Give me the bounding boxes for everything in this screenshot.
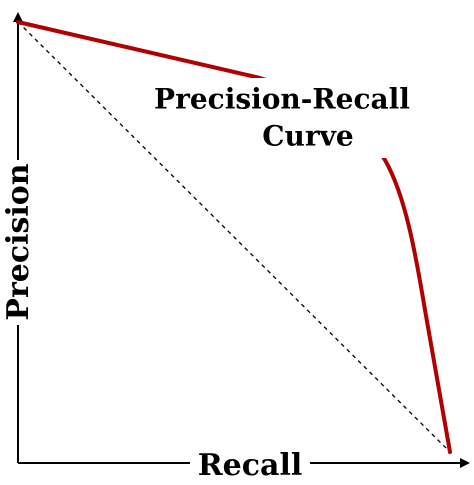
- x-label-background: [190, 450, 310, 484]
- title-line: Precision-Recall: [154, 83, 410, 116]
- y-label-background: [4, 160, 36, 325]
- title-background: [160, 78, 460, 158]
- y-axis-label: Precision: [1, 163, 36, 320]
- x-axis-label: Recall: [198, 448, 303, 483]
- title-line: Curve: [262, 120, 353, 153]
- baseline-diagonal: [17, 21, 451, 453]
